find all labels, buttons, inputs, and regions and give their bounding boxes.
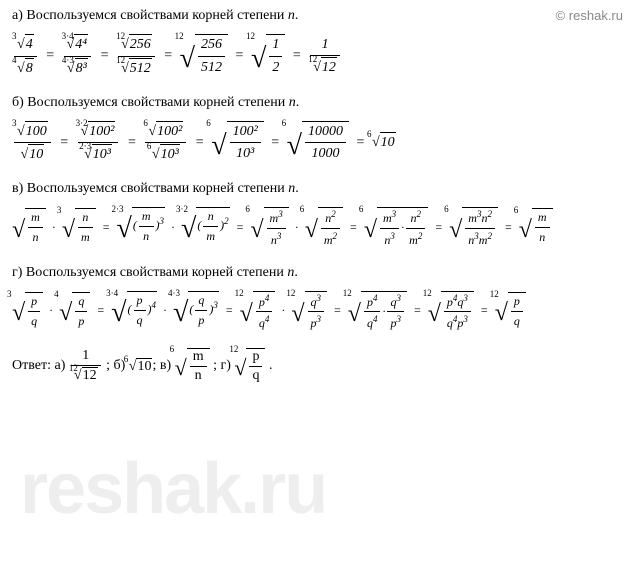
section-v-label: в) (12, 181, 23, 196)
section-a-var: n (288, 8, 295, 23)
formula-b: 3√100 √10 = 3·2√100² 2·3√10³ = 6√100² 6√… (12, 121, 623, 166)
watermark-background: reshak.ru (20, 448, 326, 530)
answer-v-label: в) (160, 358, 171, 373)
section-v-period: . (295, 181, 299, 196)
answer-label: Ответ: (12, 358, 51, 373)
section-v-title: в) Воспользуемся свойствами корней степе… (12, 181, 623, 197)
section-g-label: г) (12, 265, 22, 280)
section-g-text: Воспользуемся свойствами корней степени (26, 265, 284, 280)
answer-g-label: г) (220, 358, 230, 373)
semicolon-1: ; (106, 358, 110, 373)
section-g-title: г) Воспользуемся свойствами корней степе… (12, 265, 623, 281)
main-content: а) Воспользуемся свойствами корней степе… (12, 8, 623, 384)
section-b-var: n (289, 95, 296, 110)
section-a-period: . (295, 8, 299, 23)
section-a-text: Воспользуемся свойствами корней степени (26, 8, 284, 23)
semicolon-2: ; (152, 358, 156, 373)
section-b-label: б) (12, 95, 24, 110)
answer-a-label: а) (54, 358, 65, 373)
section-v-text: Воспользуемся свойствами корней степени (27, 181, 285, 196)
answer-line: Ответ: а) 1 12√12 ; б) 6√10; в) 6√mn ; г… (12, 348, 623, 384)
section-b-title: б) Воспользуемся свойствами корней степе… (12, 95, 623, 111)
formula-g: 3√pq · 4√qp = 3·4√(pq)4 · 4·3√(qp)3 = 12… (12, 291, 623, 333)
section-a-title: а) Воспользуемся свойствами корней степе… (12, 8, 623, 24)
answer-period: . (269, 358, 273, 373)
section-b-text: Воспользуемся свойствами корней степени (27, 95, 285, 110)
formula-v: √mn · 3√nm = 2·3√(mn)3 · 3·2√(nm)2 = 6√m… (12, 207, 623, 249)
formula-a: 3√4 4√8 = 3·4√4⁴ 4·3√8³ = 12√256 12√512 … (12, 34, 623, 79)
semicolon-3: ; (213, 358, 217, 373)
section-b-period: . (296, 95, 300, 110)
section-g-period: . (294, 265, 298, 280)
section-a-label: а) (12, 8, 23, 23)
